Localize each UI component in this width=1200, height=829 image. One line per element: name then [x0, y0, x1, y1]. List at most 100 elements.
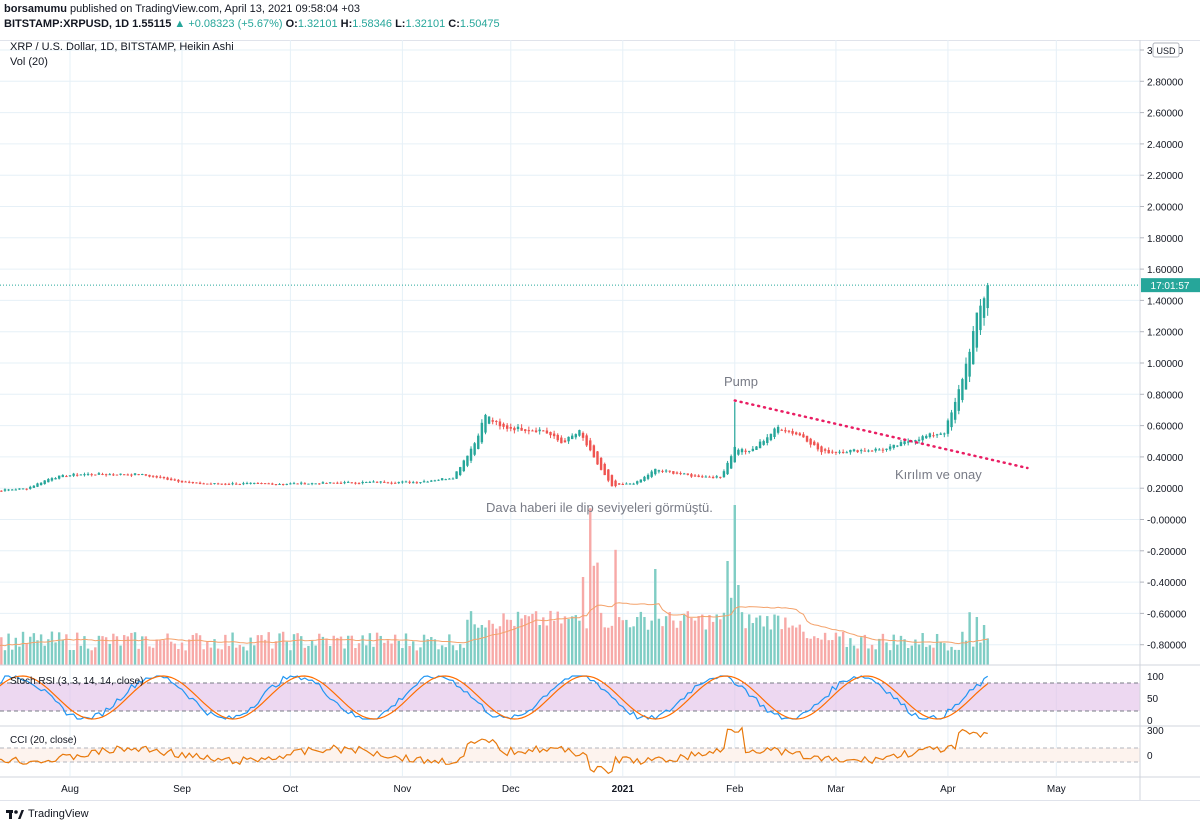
candle-body: [238, 484, 242, 486]
volume-bar: [925, 646, 928, 665]
candle-body: [328, 482, 332, 484]
volume-bar: [621, 620, 624, 665]
annotation-breakout[interactable]: Kırılım ve onay: [895, 467, 982, 482]
candle-body: [227, 483, 231, 485]
candle-body: [361, 482, 364, 484]
volume-bar: [177, 648, 180, 665]
volume-bar: [733, 505, 736, 665]
grid-lines: [0, 40, 1140, 776]
volume-legend[interactable]: Vol (20): [10, 56, 48, 68]
candle-body: [245, 483, 249, 485]
volume-bar: [639, 611, 643, 665]
candle-body: [888, 446, 892, 450]
volume-bar: [708, 614, 711, 665]
candle-body: [827, 449, 830, 454]
volume-bar: [198, 635, 202, 665]
volume-bar: [296, 633, 299, 665]
volume-bar: [375, 632, 379, 665]
volume-bar: [585, 628, 588, 665]
time-axis[interactable]: Aug Sep Oct Nov Dec 2021 Feb Mar Apr May: [61, 784, 1066, 795]
volume-bar: [444, 647, 447, 665]
candle-body: [668, 470, 671, 472]
time-tick-label: Sep: [173, 784, 191, 795]
volume-bar: [950, 646, 953, 665]
candle-body: [72, 473, 75, 476]
candle-body: [751, 448, 755, 452]
candle-body: [119, 473, 122, 475]
volume-bar: [794, 627, 798, 665]
tradingview-logo[interactable]: TradingView: [6, 807, 89, 821]
candle-body: [617, 483, 621, 485]
volume-bar: [484, 627, 487, 665]
candle-body: [682, 473, 686, 475]
candle-body: [0, 490, 3, 492]
author-name[interactable]: borsamumu: [4, 3, 67, 15]
candle-body: [516, 426, 520, 430]
candle-body: [484, 414, 487, 433]
volume-bar: [726, 561, 729, 665]
candle-body: [61, 475, 64, 478]
time-tick-label: Aug: [61, 784, 79, 795]
candle-body: [18, 488, 21, 490]
volume-bar: [538, 625, 541, 665]
candle-body: [502, 423, 505, 427]
volume-bar: [834, 632, 838, 665]
candle-body: [805, 435, 809, 442]
candle-body: [599, 457, 603, 470]
candle-body: [740, 449, 744, 453]
annotation-pump[interactable]: Pump: [724, 374, 758, 389]
volume-bar: [563, 616, 567, 665]
candle-body: [986, 285, 989, 309]
volume-bar: [86, 648, 90, 665]
volume-bar: [354, 647, 357, 665]
volume-bar: [878, 638, 881, 665]
volume-bar: [357, 643, 361, 665]
last-price: 1.55115: [132, 18, 172, 30]
volume-bar: [599, 612, 603, 665]
candle-body: [585, 435, 588, 446]
candle-body: [943, 433, 946, 435]
candle-body: [3, 489, 7, 491]
candle-body: [950, 412, 953, 428]
volume-bar: [737, 585, 740, 665]
symbol-line: BITSTAMP:XRPUSD, 1D 1.55115 ▲ +0.08323 (…: [4, 18, 500, 30]
price-tick-label: 2.60000: [1147, 109, 1184, 120]
candle-body: [307, 483, 310, 485]
volume-bar: [863, 634, 867, 665]
price-tick-label: 0.60000: [1147, 422, 1184, 433]
candle-body: [867, 450, 870, 452]
candle-body: [852, 449, 856, 452]
candle-body: [422, 481, 426, 483]
volume-bar: [646, 629, 650, 665]
annotation-lawsuit[interactable]: Dava haberi ile dip seviyeleri görmüştü.: [486, 500, 713, 515]
price-axis[interactable]: 3.000002.800002.600002.400002.200002.000…: [1140, 46, 1187, 652]
candle-body: [906, 441, 910, 443]
stoch-legend[interactable]: Stoch RSI (3, 3, 14, 14, close): [10, 676, 143, 687]
candle-body: [141, 473, 144, 475]
volume-bar: [675, 627, 679, 665]
volume-bar: [592, 565, 596, 665]
volume-bar: [596, 562, 599, 665]
candle-body: [281, 484, 285, 486]
candle-body: [744, 450, 747, 452]
volume-bar: [773, 614, 776, 665]
chart-canvas[interactable]: XRP / U.S. Dollar, 1D, BITSTAMP, Heikin …: [0, 40, 1200, 800]
currency-badge[interactable]: USD: [1152, 42, 1180, 58]
cci-legend[interactable]: CCI (20, close): [10, 735, 77, 746]
volume-bar: [502, 613, 505, 665]
candle-body: [563, 440, 567, 443]
candle-body: [383, 481, 386, 483]
volume-bar: [368, 633, 372, 665]
candle-body: [650, 471, 653, 477]
volume-bar: [957, 649, 960, 665]
stoch-k-line: [0, 675, 989, 720]
stoch-tick-label: 100: [1147, 672, 1164, 683]
candle-body: [480, 422, 484, 443]
volume-bar: [57, 632, 61, 665]
volume-bar: [495, 628, 498, 665]
volume-bar: [979, 642, 982, 665]
candle-body: [932, 435, 935, 437]
volume-bar: [780, 629, 783, 665]
volume-bar: [560, 623, 563, 665]
main-legend[interactable]: XRP / U.S. Dollar, 1D, BITSTAMP, Heikin …: [10, 41, 234, 53]
